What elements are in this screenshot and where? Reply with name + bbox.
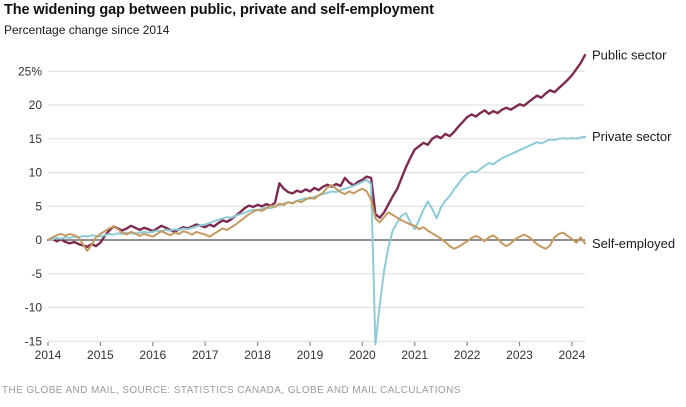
x-tick-label: 2023: [506, 348, 533, 362]
x-tick-label: 2017: [192, 348, 219, 362]
series-line-self-employed: [47, 184, 586, 252]
y-tick-label: -15: [25, 334, 43, 348]
series-label-private-sector: Private sector: [592, 129, 672, 144]
x-tick-label: 2016: [139, 348, 166, 362]
x-tick-label: 2022: [454, 348, 481, 362]
y-tick-label: 25%: [18, 64, 42, 78]
source-credit: THE GLOBE AND MAIL, SOURCE: STATISTICS C…: [2, 385, 461, 396]
x-tick-label: 2020: [349, 348, 376, 362]
y-tick-label: -10: [25, 301, 43, 315]
series-line-public-sector: [46, 53, 587, 249]
x-tick-label: 2018: [244, 348, 271, 362]
x-tick-label: 2015: [87, 348, 114, 362]
y-tick-label: 0: [35, 233, 42, 247]
x-tick-label: 2014: [35, 348, 62, 362]
chart-subtitle: Percentage change since 2014: [4, 23, 170, 37]
y-tick-label: 10: [29, 166, 43, 180]
y-tick-label: 15: [29, 132, 43, 146]
y-tick-label: 20: [29, 98, 43, 112]
y-tick-label: 5: [35, 199, 42, 213]
x-tick-label: 2021: [401, 348, 428, 362]
series-label-self-employed: Self-employed: [592, 236, 675, 251]
x-tick-label: 2019: [297, 348, 324, 362]
x-tick-label: 2024: [559, 348, 586, 362]
chart-title: The widening gap between public, private…: [4, 2, 434, 18]
y-tick-label: -5: [31, 267, 42, 281]
series-label-public-sector: Public sector: [592, 48, 667, 63]
